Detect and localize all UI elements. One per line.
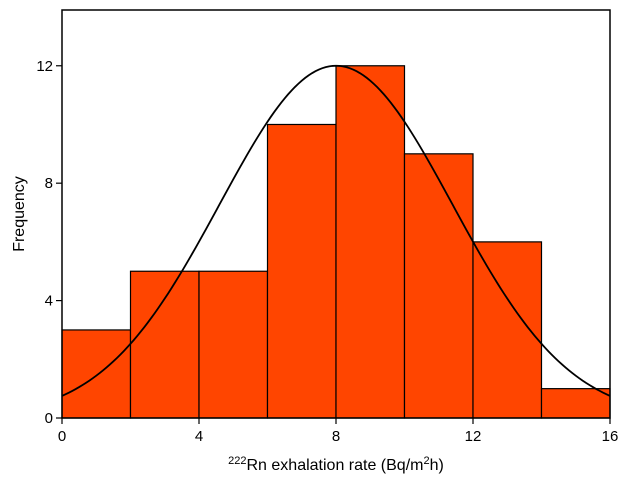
x-tick-label-3: 12 [465,428,482,445]
x-tick-label-2: 8 [332,428,340,445]
x-tick-label-1: 4 [195,428,203,445]
x-axis-title-superscript: 222 [228,455,246,467]
x-axis-title-superscript-2: 2 [423,455,429,467]
tick-labels-group: 0 4 8 12 16 0 4 8 12 [36,58,618,445]
y-tick-label-1: 4 [45,293,53,310]
y-tick-label-3: 12 [36,58,53,75]
histogram-bar-4 [335,65,406,419]
ticks-group [56,65,611,424]
histogram-bar-3 [266,123,337,419]
y-tick-label-2: 8 [45,175,53,192]
bars-group [61,65,611,419]
histogram-bar-6 [472,241,543,419]
x-tick-label-4: 16 [602,428,619,445]
histogram-bar-1 [129,270,200,419]
normal-fit-curve [61,64,611,397]
x-axis-title-main: Rn exhalation rate (Bq/m [247,457,424,474]
histogram-bar-7 [540,388,611,419]
histogram-bar-0 [61,329,132,419]
histogram-bar-2 [198,270,269,419]
histogram-bar-5 [403,153,474,419]
y-axis-title: Frequency [11,176,28,252]
y-tick-label-0: 0 [45,410,53,427]
x-tick-label-0: 0 [58,428,66,445]
x-axis-title-tail: h) [430,457,444,474]
x-axis-title: 222Rn exhalation rate (Bq/m2h) [228,455,444,474]
